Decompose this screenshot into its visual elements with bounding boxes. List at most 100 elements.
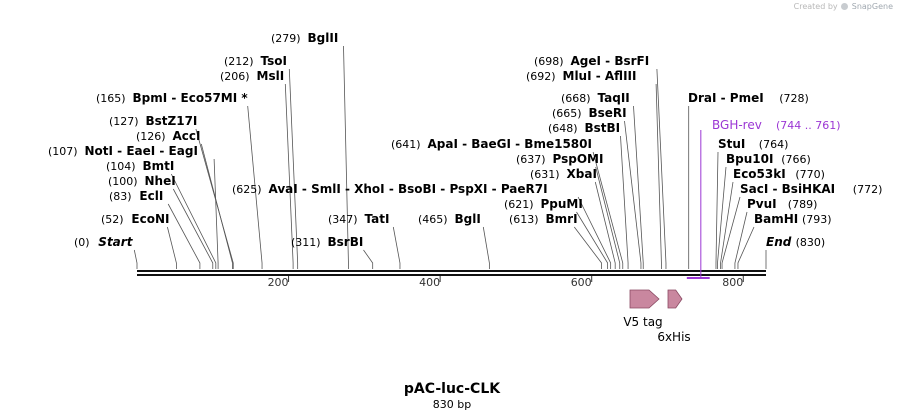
site-stui[interactable]: (764) StuI: [718, 137, 788, 151]
ruler-tick-label: 400: [419, 276, 440, 289]
site-position-label: (793): [802, 213, 832, 226]
site-name-label: Bpu10I: [726, 152, 773, 166]
feature-v5-tag[interactable]: V5 tag: [623, 289, 663, 329]
site-mlui-afliii[interactable]: (692) MluI - AflIII: [526, 69, 636, 83]
site-bstz17i[interactable]: (127) BstZ17I: [109, 114, 197, 128]
site-position-label: (692): [526, 70, 556, 83]
site-msli[interactable]: (206) MslI: [220, 69, 284, 83]
feature-label: 6xHis: [657, 330, 690, 344]
site-name-label: PpuMI: [541, 197, 583, 211]
site-name-label: BpmI - Eco57MI *: [133, 91, 249, 105]
site-acci[interactable]: (126) AccI: [136, 129, 200, 143]
site-bpu10i[interactable]: (766) Bpu10I: [726, 152, 811, 166]
site-leader-line: [284, 83, 294, 269]
site-name-label: NheI: [145, 174, 176, 188]
ruler-tick-label: 600: [571, 276, 592, 289]
site-name-label: TsoI: [261, 54, 287, 68]
site-bglii[interactable]: (279) BglII: [271, 31, 338, 45]
site-name-label: NotI - EaeI - EagI: [85, 144, 198, 158]
primer-range: (744 .. 761): [776, 119, 841, 132]
site-pvui[interactable]: (789) PvuI: [747, 197, 817, 211]
site-ecli[interactable]: (83) EclI: [109, 189, 163, 203]
site-leader-line: [363, 249, 374, 269]
site-position-label: (311): [291, 236, 321, 249]
site-name-label: DraI - PmeI: [688, 91, 764, 105]
site-leader-line: [573, 226, 602, 269]
site-bsrbi[interactable]: (311) BsrBI: [291, 235, 363, 249]
site-leader-line: [734, 211, 748, 269]
site-name-label: BglI: [455, 212, 481, 226]
site-leader-line: [213, 158, 219, 269]
site-bgli[interactable]: (465) BglI: [418, 212, 481, 226]
site-position-label: (206): [220, 70, 250, 83]
primer-bgh-rev[interactable]: BGH-rev (744 .. 761): [686, 118, 841, 279]
site-start[interactable]: (0) Start: [74, 235, 134, 249]
site-leader-line: [170, 173, 217, 269]
site-position-label: (107): [48, 145, 78, 158]
feature-6xhis[interactable]: 6xHis: [657, 289, 691, 344]
site-eco53ki[interactable]: (770) Eco53kI: [733, 167, 825, 181]
site-name-label: BseRI: [589, 106, 627, 120]
credit-brand: SnapGene: [851, 2, 893, 11]
site-position-label: (772): [853, 183, 883, 196]
site-position-label: (347): [328, 213, 358, 226]
credit-prefix: Created by: [793, 2, 838, 11]
site-position-label: (665): [552, 107, 582, 120]
site-position-label: (126): [136, 130, 166, 143]
site-leader-line: [343, 45, 349, 269]
site-pspomi[interactable]: (637) PspOMI: [516, 152, 603, 166]
site-xbai[interactable]: (631) XbaI: [530, 167, 597, 181]
site-position-label: (830): [796, 236, 826, 249]
site-name-label: XbaI: [567, 167, 597, 181]
site-name-label: Eco53kI: [733, 167, 786, 181]
plasmid-length: 830 bp: [433, 398, 471, 411]
site-leader-line: [195, 128, 234, 269]
site-tsoi[interactable]: (212) TsoI: [224, 54, 287, 68]
site-bseri[interactable]: (665) BseRI: [552, 106, 627, 120]
site-position-label: (621): [504, 198, 534, 211]
site-leader-line: [655, 83, 662, 269]
site-name-label: BsrBI: [328, 235, 364, 249]
ruler-tick-label: 200: [268, 276, 289, 289]
site-name-label: EclI: [139, 189, 163, 203]
site-ppumi[interactable]: (621) PpuMI: [504, 197, 583, 211]
site-position-label: (279): [271, 32, 301, 45]
site-position-label: (613): [509, 213, 539, 226]
site-name-label: TaqII: [598, 91, 630, 105]
site-saci-bsihkai[interactable]: (772) SacI - BsiHKAI: [740, 182, 882, 196]
site-apai-baegi-bme1580i[interactable]: (641) ApaI - BaeGI - Bme1580I: [391, 137, 592, 151]
sequence-ruler: 200 400 600 800: [137, 270, 766, 289]
site-position-label: (465): [418, 213, 448, 226]
site-taqii[interactable]: (668) TaqII: [561, 91, 630, 105]
site-noti-eaei-eagi[interactable]: (107) NotI - EaeI - EagI: [48, 144, 198, 158]
site-econi[interactable]: (52) EcoNI: [101, 212, 169, 226]
site-avai-smli-xhoi-bsobi-pspxi-paer7i[interactable]: (625) AvaI - SmlI - XhoI - BsoBI - PspXI …: [232, 182, 548, 196]
site-drai-pmei[interactable]: (728) DraI - PmeI: [688, 91, 809, 105]
site-leader-line: [392, 226, 401, 269]
site-bamhi[interactable]: (793) BamHI: [754, 212, 832, 226]
site-agei-bsrfi[interactable]: (698) AgeI - BsrFI: [534, 54, 649, 68]
site-leader-line: [720, 181, 734, 269]
site-leader-line: [576, 211, 609, 269]
site-position-label: (728): [779, 92, 809, 105]
feature-arrow: [667, 289, 683, 309]
site-position-label: (0): [74, 236, 90, 249]
site-leader-line: [482, 226, 490, 269]
site-name-label: PvuI: [747, 197, 777, 211]
site-name-label: MluI - AflIII: [563, 69, 637, 83]
site-bpmi-eco57mi[interactable]: (165) BpmI - Eco57MI *: [96, 91, 248, 105]
site-leader-line: [592, 151, 624, 269]
site-bmti[interactable]: (104) BmtI: [106, 159, 174, 173]
site-position-label: (637): [516, 153, 546, 166]
site-nhei[interactable]: (100) NheI: [108, 174, 176, 188]
site-bstbi[interactable]: (648) BstBI: [548, 121, 620, 135]
site-leader-line: [717, 166, 727, 269]
site-end[interactable]: (830) End: [766, 235, 825, 249]
site-tati[interactable]: (347) TatI: [328, 212, 389, 226]
site-position-label: (641): [391, 138, 421, 151]
site-bmri[interactable]: (613) BmrI: [509, 212, 578, 226]
site-leader-line: [721, 196, 741, 269]
site-position-label: (648): [548, 122, 578, 135]
snapgene-credit: Created by SnapGene: [794, 2, 893, 11]
